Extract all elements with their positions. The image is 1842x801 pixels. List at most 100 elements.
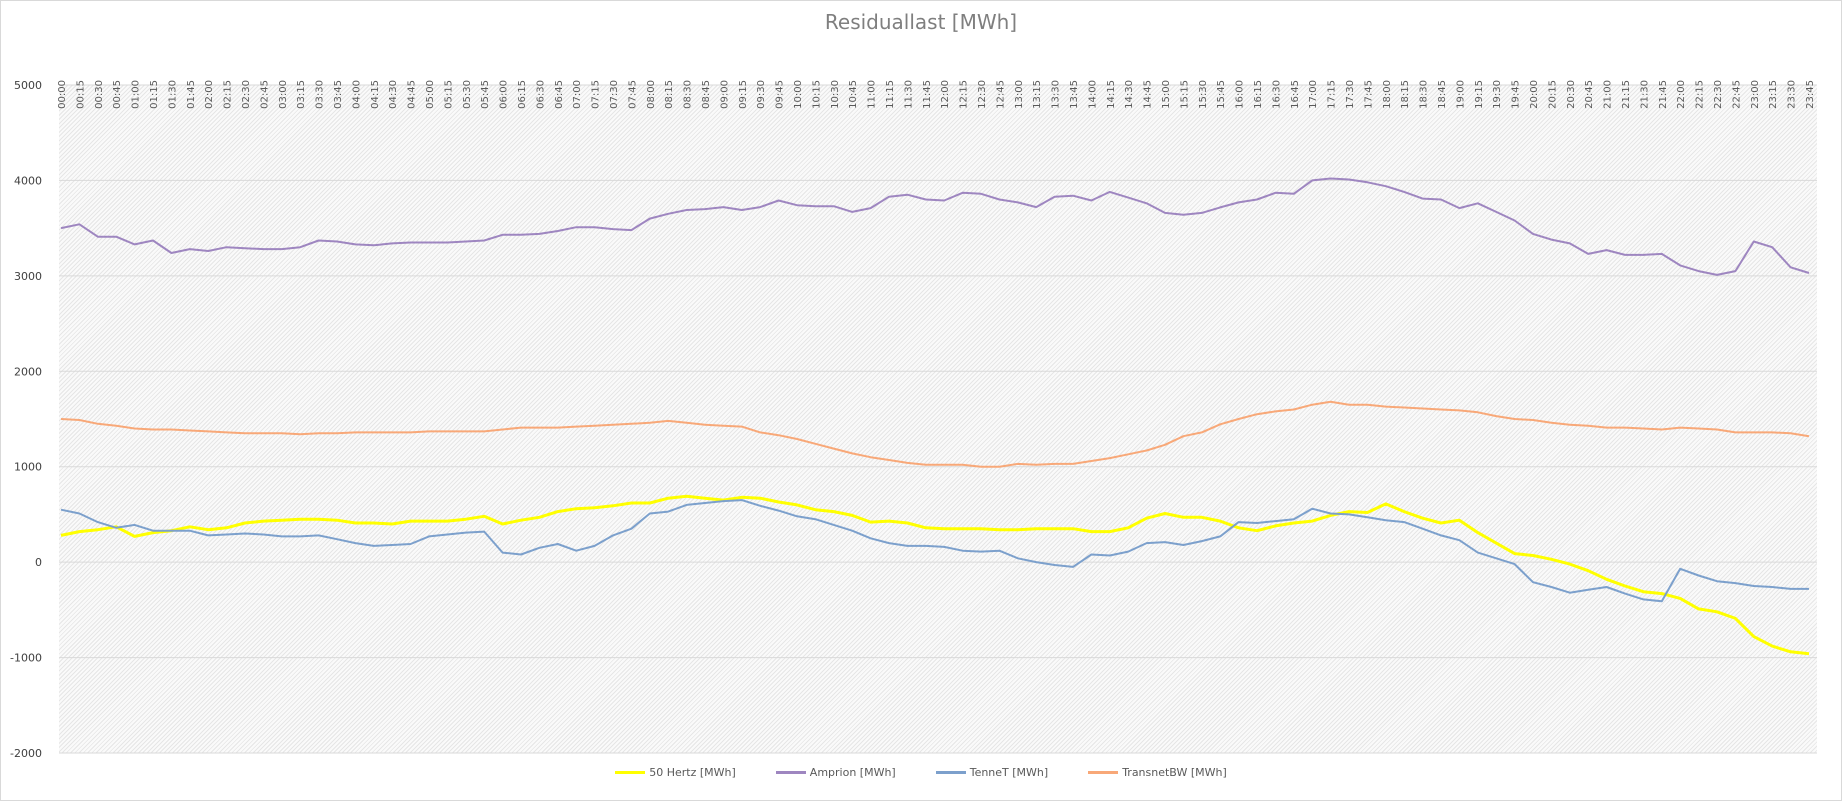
legend-label: 50 Hertz [MWh] [649, 766, 736, 779]
x-tick-label: 23:30 [1787, 80, 1798, 109]
x-tick-label: 14:30 [1124, 80, 1135, 109]
x-tick-label: 02:15 [223, 80, 234, 109]
series-line [60, 494, 1810, 656]
x-tick-label: 18:45 [1437, 80, 1448, 109]
x-tick-label: 19:30 [1492, 80, 1503, 109]
x-tick-label: 09:30 [756, 80, 767, 109]
x-tick-label: 10:30 [830, 80, 841, 109]
series-line [60, 177, 1810, 276]
x-tick-label: 15:30 [1198, 80, 1209, 109]
x-tick-label: 08:45 [701, 80, 712, 109]
x-tick-label: 04:15 [370, 80, 381, 109]
x-tick-label: 04:30 [388, 80, 399, 109]
x-tick-label: 20:00 [1529, 80, 1540, 109]
x-tick-label: 16:15 [1253, 80, 1264, 109]
x-tick-label: 10:45 [848, 80, 859, 109]
legend-swatch [775, 771, 806, 774]
x-tick-label: 12:30 [977, 80, 988, 109]
x-tick-label: 16:45 [1290, 80, 1301, 109]
x-tick-label: 08:15 [664, 80, 675, 109]
x-tick-label: 11:30 [903, 80, 914, 109]
x-tick-label: 06:15 [517, 80, 528, 109]
x-tick-label: 04:45 [407, 80, 418, 109]
legend-label: TransnetBW [MWh] [1122, 766, 1227, 779]
y-tick-label: 1000 [14, 461, 42, 474]
x-tick-label: 20:45 [1584, 80, 1595, 109]
x-tick-label: 23:45 [1805, 80, 1816, 109]
x-tick-label: 14:15 [1106, 80, 1117, 109]
x-tick-label: 05:00 [425, 80, 436, 109]
x-tick-label: 09:00 [719, 80, 730, 109]
x-tick-label: 18:30 [1419, 80, 1430, 109]
legend-swatch [615, 771, 646, 774]
x-tick-label: 10:00 [793, 80, 804, 109]
x-tick-label: 00:30 [94, 80, 105, 109]
x-tick-label: 02:30 [241, 80, 252, 109]
x-tick-label: 20:30 [1566, 80, 1577, 109]
x-tick-label: 03:00 [278, 80, 289, 109]
x-tick-label: 03:45 [333, 80, 344, 109]
series-line [60, 400, 1810, 468]
x-tick-label: 12:45 [995, 80, 1006, 109]
x-tick-label: 07:00 [572, 80, 583, 109]
x-tick-label: 01:30 [167, 80, 178, 109]
series-line [60, 499, 1809, 603]
x-tick-label: 14:00 [1087, 80, 1098, 109]
x-tick-label: 12:15 [959, 80, 970, 109]
x-tick-label: 16:00 [1235, 80, 1246, 109]
x-tick-label: 05:45 [480, 80, 491, 109]
x-tick-label: 11:15 [885, 80, 896, 109]
x-tick-label: 17:00 [1308, 80, 1319, 109]
x-tick-label: 15:00 [1161, 80, 1172, 109]
x-tick-label: 21:30 [1639, 80, 1650, 109]
y-tick-label: 4000 [14, 174, 42, 187]
x-tick-label: 02:00 [204, 80, 215, 109]
x-tick-label: 10:15 [811, 80, 822, 109]
x-tick-label: 06:45 [554, 80, 565, 109]
x-tick-label: 07:30 [609, 80, 620, 109]
legend-label: Amprion [MWh] [809, 766, 896, 779]
x-tick-label: 08:00 [646, 80, 657, 109]
x-tick-label: 08:30 [683, 80, 694, 109]
x-tick-label: 13:00 [1014, 80, 1025, 109]
x-tick-label: 09:15 [738, 80, 749, 109]
x-tick-label: 01:45 [186, 80, 197, 109]
x-tick-label: 06:30 [535, 80, 546, 109]
x-tick-label: 19:45 [1511, 80, 1522, 109]
x-tick-label: 21:15 [1621, 80, 1632, 109]
x-tick-label: 04:00 [351, 80, 362, 109]
x-tick-label: 15:15 [1179, 80, 1190, 109]
x-tick-label: 13:45 [1069, 80, 1080, 109]
x-tick-label: 14:45 [1143, 80, 1154, 109]
x-tick-label: 23:00 [1750, 80, 1761, 109]
y-tick-label: 3000 [14, 270, 42, 283]
x-tick-label: 19:15 [1474, 80, 1485, 109]
legend-label: TenneT [MWh] [969, 766, 1049, 779]
x-tick-label: 03:30 [315, 80, 326, 109]
x-tick-label: 09:45 [775, 80, 786, 109]
legend-swatch [1088, 771, 1119, 774]
x-tick-label: 22:30 [1713, 80, 1724, 109]
legend: 50 Hertz [MWh] Amprion [MWh] TenneT [MWh] T… [0, 766, 1842, 779]
x-tick-label: 05:30 [462, 80, 473, 109]
x-tick-label: 00:15 [75, 80, 86, 109]
x-tick-label: 18:00 [1382, 80, 1393, 109]
legend-swatch [935, 771, 966, 774]
x-tick-label: 03:15 [296, 80, 307, 109]
x-tick-label: 16:30 [1271, 80, 1282, 109]
x-tick-label: 00:45 [112, 80, 123, 109]
x-tick-label: 07:45 [627, 80, 638, 109]
y-tick-label: -2000 [10, 747, 42, 760]
x-tick-label: 11:45 [922, 80, 933, 109]
x-tick-label: 22:45 [1731, 80, 1742, 109]
y-tick-label: 5000 [14, 79, 42, 92]
x-tick-label: 20:15 [1547, 80, 1558, 109]
x-tick-label: 15:45 [1216, 80, 1227, 109]
x-tick-label: 00:00 [57, 80, 68, 109]
y-tick-label: -1000 [10, 652, 42, 665]
x-tick-label: 17:45 [1363, 80, 1374, 109]
x-tick-label: 02:45 [259, 80, 270, 109]
x-tick-label: 01:15 [149, 80, 160, 109]
y-tick-label: 0 [35, 556, 42, 569]
x-tick-label: 06:00 [499, 80, 510, 109]
